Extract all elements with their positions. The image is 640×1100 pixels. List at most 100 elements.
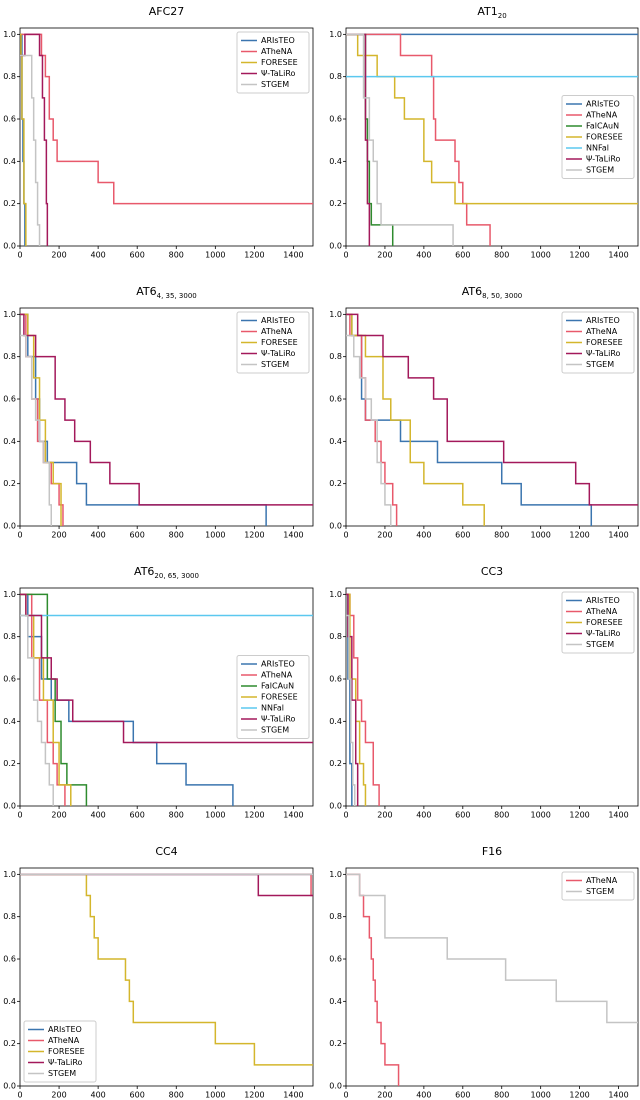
legend-label: ARIsTEO: [586, 100, 620, 109]
x-tick-label: 600: [455, 1091, 470, 1100]
x-tick-label: 800: [169, 811, 184, 820]
y-tick-label: 0.0: [3, 522, 16, 531]
x-tick-label: 1000: [530, 1091, 550, 1100]
y-tick-label: 0.6: [329, 675, 342, 684]
title-subscript: 4, 35, 3000: [157, 292, 197, 300]
panel: AT64, 35, 3000 0 200 400 600 800 1000 1200 1400 0…: [3, 285, 314, 540]
x-tick-label: 1400: [283, 251, 303, 260]
legend-label: ATheNA: [586, 607, 618, 616]
legend-label: Ψ-TaLiRo: [261, 69, 296, 78]
x-tick-label: 200: [51, 531, 66, 540]
title-main: CC3: [481, 565, 503, 578]
x-tick-label: 800: [494, 1091, 509, 1100]
legend-label: Ψ-TaLiRo: [586, 349, 621, 358]
y-tick-label: 1.0: [329, 310, 342, 319]
step-line: [346, 313, 638, 506]
legend-label: ARIsTEO: [261, 36, 295, 45]
y-tick-label: 1.0: [3, 310, 16, 319]
step-line: [20, 873, 313, 897]
title-main: AT6: [136, 285, 156, 298]
y-tick-label: 1.0: [3, 870, 16, 879]
x-tick-label: 1000: [205, 531, 225, 540]
legend-label: FORESEE: [261, 338, 298, 347]
legend-label: ARIsTEO: [261, 660, 295, 669]
legend-label: STGEM: [261, 360, 289, 369]
legend-label: ATheNA: [261, 47, 293, 56]
legend-box: [236, 655, 310, 739]
y-tick-label: 0.6: [329, 955, 342, 964]
y-tick-label: 0.2: [329, 199, 342, 208]
y-tick-label: 0.6: [329, 395, 342, 404]
legend: ARIsTEO ATheNA FalCAuN FORESEE NNFal Ψ-TaLiRo…: [561, 95, 635, 179]
title-main: AT6: [462, 285, 482, 298]
step-line: [346, 614, 356, 806]
legend-label: ATheNA: [586, 876, 618, 885]
step-line: [20, 33, 27, 246]
plot-frame: [345, 307, 639, 527]
panel-title: AFC27: [149, 5, 185, 18]
y-tick-label: 0.8: [3, 72, 16, 81]
legend-label: FalCAuN: [586, 122, 619, 131]
x-tick-label: 600: [455, 251, 470, 260]
y-tick-label: 0.4: [3, 437, 16, 446]
x-tick-label: 1400: [608, 1091, 628, 1100]
y-tick-label: 0.4: [329, 157, 342, 166]
legend-label: FORESEE: [586, 133, 623, 142]
legend-label: ARIsTEO: [261, 316, 295, 325]
y-tick-label: 0.0: [3, 242, 16, 251]
legend-box: [561, 591, 635, 654]
legend: ARIsTEO ATheNA FORESEE Ψ-TaLiRo STGEM: [236, 311, 310, 374]
step-line: [20, 54, 41, 246]
panel-title: AT120: [477, 5, 506, 20]
step-line: [346, 33, 371, 246]
legend-label: ARIsTEO: [586, 596, 620, 605]
panel-title: AT620, 65, 3000: [134, 565, 199, 580]
y-tick-label: 0.8: [329, 72, 342, 81]
step-line: [346, 593, 380, 806]
x-tick-label: 200: [51, 251, 66, 260]
y-tick-label: 1.0: [329, 590, 342, 599]
panel: F16 0 200 400 600 800 1000 1200 1400 0.0 0.2 0.4 0.6…: [329, 845, 639, 1100]
panel-title: F16: [482, 845, 502, 858]
y-tick-label: 0.2: [3, 199, 16, 208]
step-line: [346, 593, 367, 806]
title-subscript: 20, 65, 3000: [154, 572, 199, 580]
y-tick-label: 0.6: [3, 955, 16, 964]
x-tick-label: 1000: [530, 251, 550, 260]
panel-title: CC4: [155, 845, 177, 858]
legend-label: STGEM: [261, 80, 289, 89]
legend-label: ATheNA: [261, 327, 293, 336]
y-tick-label: 0.4: [329, 717, 342, 726]
y-tick-label: 0.2: [3, 479, 16, 488]
x-tick-label: 0: [343, 811, 348, 820]
y-tick-label: 0.0: [3, 1082, 16, 1091]
x-tick-label: 0: [17, 251, 22, 260]
x-tick-label: 1000: [530, 531, 550, 540]
legend-label: NNFal: [586, 144, 609, 153]
x-tick-label: 1200: [244, 251, 264, 260]
y-tick-label: 0.4: [329, 997, 342, 1006]
x-tick-label: 1400: [608, 531, 628, 540]
legend-label: STGEM: [586, 166, 614, 175]
y-tick-label: 0.6: [329, 115, 342, 124]
legend-label: ARIsTEO: [48, 1025, 82, 1034]
step-line: [20, 873, 313, 1066]
legend: ARIsTEO ATheNA FORESEE Ψ-TaLiRo STGEM: [236, 31, 310, 94]
x-tick-label: 800: [169, 1091, 184, 1100]
legend-label: ATheNA: [586, 327, 618, 336]
panel: AT68, 50, 3000 0 200 400 600 800 1000 1200 1400 0…: [329, 285, 639, 540]
step-line: [346, 873, 400, 1086]
x-tick-label: 1400: [608, 251, 628, 260]
y-tick-label: 0.8: [329, 352, 342, 361]
x-tick-label: 0: [17, 531, 22, 540]
y-tick-label: 0.0: [329, 802, 342, 811]
y-tick-label: 0.0: [3, 802, 16, 811]
step-line: [346, 873, 638, 1024]
x-tick-label: 600: [130, 531, 145, 540]
x-tick-label: 0: [17, 811, 22, 820]
step-line: [20, 33, 49, 246]
x-tick-label: 200: [377, 531, 392, 540]
title-subscript: 8, 50, 3000: [482, 292, 522, 300]
